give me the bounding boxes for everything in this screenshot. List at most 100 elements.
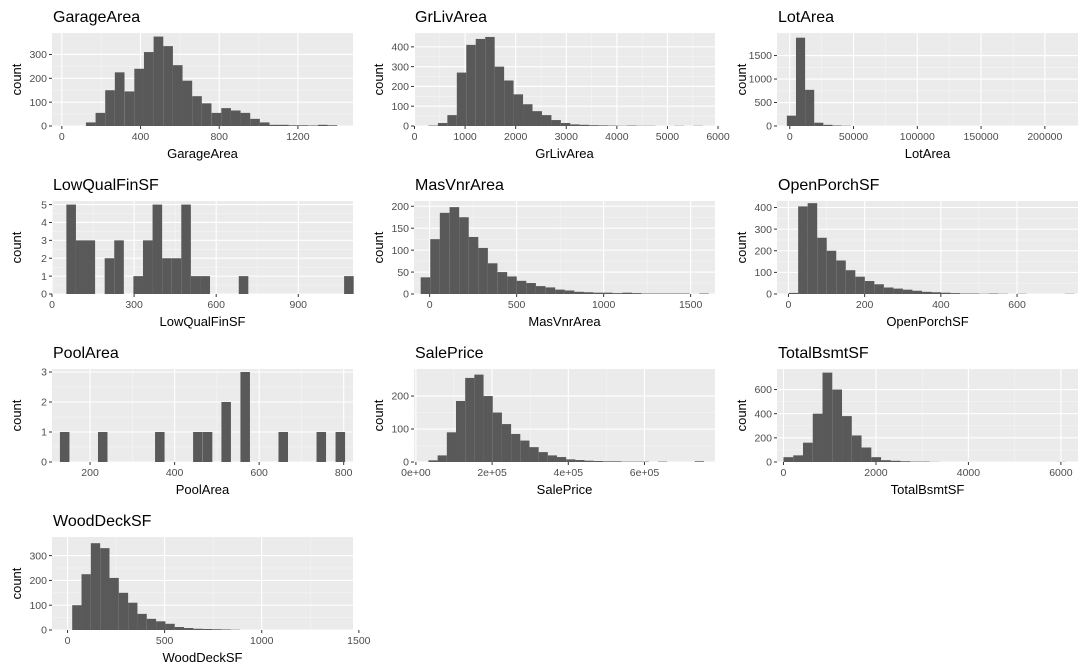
wooddecksf-bar	[128, 602, 138, 630]
lotarea-bar	[814, 122, 824, 126]
saleprice-y-tick-label: 100	[391, 424, 409, 436]
lowqualfinsf-bar	[104, 258, 115, 294]
masvnrarea-x-tick-label: 1000	[592, 299, 616, 311]
masvnrarea-bar	[612, 293, 623, 294]
masvnrarea-bar	[468, 236, 479, 294]
saleprice-bar	[520, 440, 530, 462]
masvnrarea-bar	[430, 239, 440, 294]
masvnrarea-x-tick-label: 0	[427, 299, 433, 311]
wooddecksf-bar	[90, 543, 101, 630]
masvnrarea-bar	[564, 290, 575, 294]
totalbsmtsf-bar	[851, 435, 862, 462]
saleprice-bar	[483, 396, 493, 462]
saleprice-x-tick-label: 6e+05	[630, 467, 660, 479]
grlivarea-chart-title: GrLivArea	[415, 9, 487, 26]
lotarea-x-tick-label: 0	[787, 131, 793, 143]
garagearea-bar	[259, 122, 270, 126]
openporchsf-bar	[836, 260, 846, 294]
lowqualfinsf-bar	[344, 276, 354, 294]
totalbsmtsf-bar	[861, 447, 872, 462]
wooddecksf-bar	[81, 574, 91, 630]
masvnrarea-y-axis-label: count	[371, 231, 386, 263]
masvnrarea-bar	[555, 289, 565, 294]
totalbsmtsf-y-tick-label: 200	[754, 433, 772, 445]
totalbsmtsf-bar	[803, 442, 813, 462]
grlivarea-bar	[513, 94, 524, 126]
masvnrarea-bar	[478, 247, 488, 294]
poolarea-bar	[59, 432, 70, 462]
poolarea-y-tick-label: 3	[41, 367, 47, 379]
garagearea-y-tick-label: 300	[29, 49, 47, 61]
saleprice-bar	[566, 459, 576, 462]
lotarea-bar	[786, 115, 796, 126]
lotarea-x-tick-label: 150000	[964, 131, 999, 143]
masvnrarea-bar	[631, 293, 642, 294]
garagearea-bar	[269, 124, 280, 126]
grlivarea-bar	[541, 115, 552, 126]
poolarea-bar	[335, 432, 346, 462]
lowqualfinsf-panel: 0 1 2 3 4 5 0 300 600 900 LowQualFinSF LowQualFinSF…	[9, 177, 354, 329]
lowqualfinsf-bar	[75, 240, 86, 294]
totalbsmtsf-bar	[783, 457, 794, 462]
saleprice-x-tick-label: 0e+00	[401, 467, 431, 479]
grlivarea-y-axis-label: count	[371, 63, 386, 95]
garagearea-bar	[298, 125, 309, 126]
grlivarea-x-tick-label: 1000	[453, 131, 477, 143]
grlivarea-bar	[485, 36, 495, 127]
poolarea-x-tick-label: 600	[250, 467, 268, 479]
openporchsf-y-tick-label: 400	[754, 202, 772, 214]
lotarea-x-tick-label: 50000	[839, 131, 868, 143]
grlivarea-bar	[560, 123, 571, 126]
garagearea-chart-title: GarageArea	[53, 9, 140, 26]
grlivarea-bar	[551, 120, 561, 126]
masvnrarea-y-tick-label: 50	[397, 267, 409, 279]
wooddecksf-x-tick-label: 1000	[250, 635, 274, 647]
totalbsmtsf-bar	[871, 457, 882, 462]
grlivarea-bar	[466, 44, 476, 126]
garagearea-bar	[105, 90, 115, 126]
openporchsf-bar	[950, 293, 961, 294]
masvnrarea-x-tick-label: 1500	[679, 299, 703, 311]
garagearea-bar	[250, 118, 260, 126]
masvnrarea-panel: 0 50 100 150 200 0 500 1000 1500 MasVnrArea MasVnr…	[371, 177, 715, 329]
grlivarea-x-tick-label: 5000	[656, 131, 680, 143]
garagearea-bar	[317, 124, 328, 126]
saleprice-bar	[474, 374, 484, 462]
openporchsf-bar	[941, 292, 951, 294]
garagearea-bar	[240, 112, 251, 126]
lotarea-y-tick-label: 1500	[749, 50, 773, 62]
garagearea-panel: 0 100 200 300 0 400 800 1200 GarageArea GarageAre…	[9, 9, 353, 161]
garagearea-bar	[221, 108, 231, 126]
masvnrarea-chart-title: MasVnrArea	[415, 177, 504, 194]
lowqualfinsf-bar	[190, 276, 201, 294]
garagearea-x-tick-label: 800	[210, 131, 228, 143]
saleprice-bar	[465, 377, 475, 462]
grlivarea-bar	[437, 123, 448, 126]
openporchsf-x-tick-label: 600	[1008, 299, 1026, 311]
poolarea-x-tick-label: 800	[335, 467, 353, 479]
garagearea-y-tick-label: 100	[29, 97, 47, 109]
lowqualfinsf-bar	[200, 276, 211, 294]
grlivarea-x-tick-label: 6000	[706, 131, 730, 143]
grlivarea-bar	[523, 104, 533, 126]
garagearea-bar	[163, 46, 173, 126]
saleprice-x-tick-label: 2e+05	[477, 467, 507, 479]
openporchsf-bar	[845, 270, 856, 294]
lowqualfinsf-bar	[142, 240, 153, 294]
grlivarea-y-tick-label: 200	[391, 81, 409, 93]
openporchsf-y-tick-label: 0	[766, 289, 772, 301]
grlivarea-bar	[475, 38, 486, 126]
openporchsf-x-axis-label: OpenPorchSF	[886, 314, 968, 329]
saleprice-x-axis-label: SalePrice	[537, 482, 593, 497]
saleprice-bar	[437, 455, 447, 462]
poolarea-y-tick-label: 1	[41, 427, 47, 439]
lowqualfinsf-x-tick-label: 900	[290, 299, 308, 311]
lowqualfinsf-y-tick-label: 2	[41, 253, 47, 265]
garagearea-bar	[182, 80, 193, 126]
garagearea-bar	[230, 110, 241, 126]
poolarea-bar	[155, 432, 165, 462]
masvnrarea-y-tick-label: 200	[391, 201, 409, 213]
totalbsmtsf-bar	[900, 461, 911, 462]
grlivarea-y-tick-label: 100	[391, 101, 409, 113]
poolarea-x-tick-label: 200	[81, 467, 99, 479]
